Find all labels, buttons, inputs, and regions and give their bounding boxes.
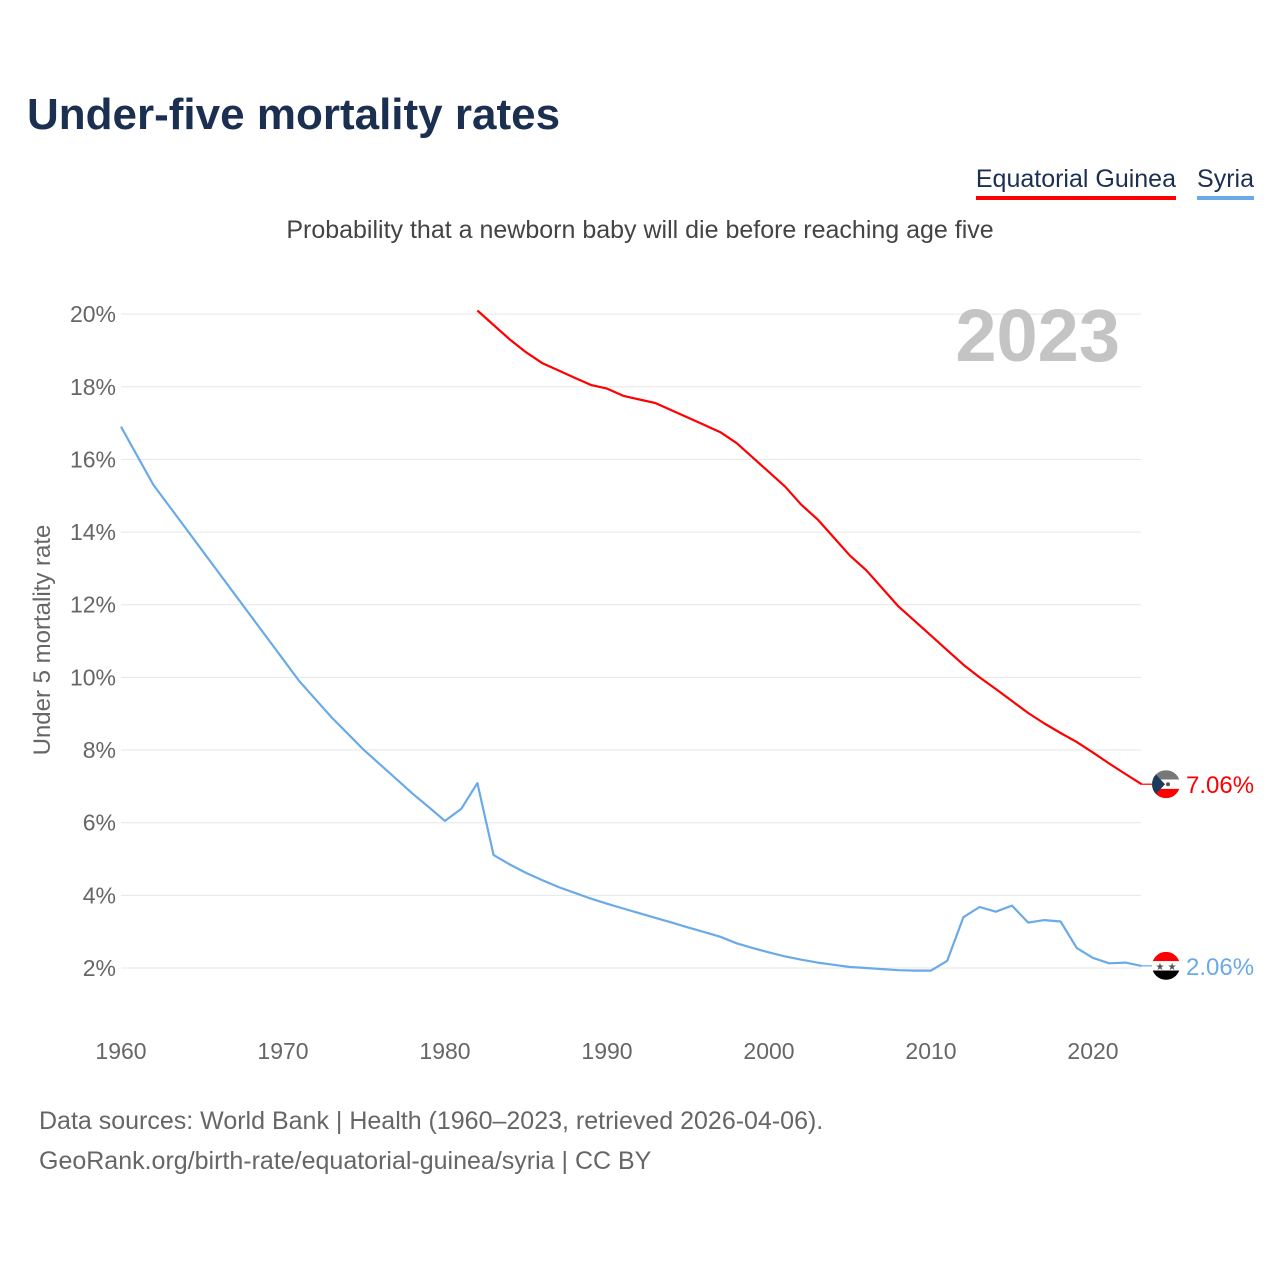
y-tick-label: 12% [70,592,116,618]
flag-stripe [1152,970,1180,980]
series-line-equatorial-guinea [476,309,1143,786]
chart-subtitle: Probability that a newborn baby will die… [286,216,994,244]
y-tick-label: 2% [83,955,116,981]
y-tick-label: 18% [70,374,116,400]
x-tick-label: 1960 [95,1038,146,1064]
x-tick-label: 2020 [1067,1038,1118,1064]
syria-flag-icon: ★ ★ [1152,951,1180,980]
x-tick-label: 1990 [581,1038,632,1064]
footer-link[interactable]: GeoRank.org/birth-rate/equatorial-guinea… [39,1147,652,1175]
y-tick-label: 16% [70,446,116,472]
y-axis-label: Under 5 mortality rate [29,525,56,756]
equatorial-guinea-flag-icon [1152,770,1180,799]
x-tick-label: 1970 [257,1038,308,1064]
footer-sources: Data sources: World Bank | Health (1960–… [39,1107,824,1135]
flag-stripe [1152,788,1180,799]
x-tick-label: 2000 [743,1038,794,1064]
x-tick-label: 1980 [419,1038,470,1064]
y-tick-label: 8% [83,737,116,763]
flag-stars: ★ ★ [1155,962,1176,973]
flag-stripe [1152,770,1180,780]
y-tick-label: 4% [83,882,116,908]
chart-title: Under-five mortality rates [27,90,561,139]
flag-stripe [1152,961,1180,971]
y-tick-label: 20% [70,301,116,327]
y-tick-label: 10% [70,664,116,690]
legend-item-equatorial-guinea[interactable]: Equatorial Guinea [975,165,1176,200]
legend-item-syria[interactable]: Syria [1197,165,1254,200]
flag-emblem [1166,782,1170,787]
y-tick-label: 6% [83,810,116,836]
flag-stripe [1152,951,1180,962]
x-tick-label: 2010 [905,1038,956,1064]
flag-body: ★ ★ [1152,951,1180,980]
year-badge: 2023 [955,294,1120,377]
series-line-syria [120,426,1142,972]
end-value-label: 7.06% [1186,772,1254,799]
end-value-label: 2.06% [1186,954,1254,981]
flag-triangle [1152,770,1165,799]
y-tick-label: 14% [70,519,116,545]
flag-body [1152,770,1180,799]
